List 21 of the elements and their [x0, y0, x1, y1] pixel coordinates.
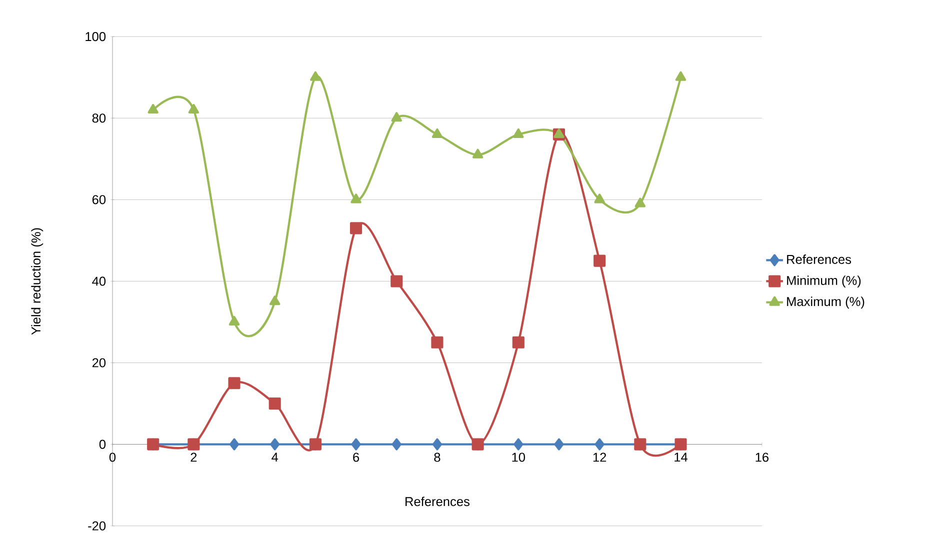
x-axis-title: References [406, 496, 470, 506]
x-tick-label: 4 [272, 452, 278, 462]
legend-label: Minimum (%) [787, 276, 861, 288]
x-tick-label: 6 [353, 452, 360, 462]
y-tick-label: 20 [92, 358, 106, 368]
x-tick-label: 14 [674, 452, 688, 462]
y-tick-label: 40 [92, 276, 106, 286]
y-axis-title: Yield reduction (%) [31, 228, 44, 335]
y-tick-label: 0 [99, 440, 106, 450]
x-tick-label: 10 [512, 452, 526, 462]
x-tick-label: 0 [109, 452, 116, 462]
legend-label: References [787, 254, 852, 264]
x-tick-label: 16 [756, 452, 768, 462]
x-tick-label: 8 [434, 452, 440, 462]
y-tick-label: 60 [92, 195, 106, 204]
x-tick-label: 2 [190, 452, 197, 462]
x-tick-label: 12 [593, 452, 606, 462]
y-tick-label: 80 [92, 114, 106, 123]
legend-label: Maximum (%) [787, 296, 864, 309]
y-tick-label: -20 [88, 522, 106, 531]
y-tick-label: 100 [86, 32, 106, 42]
